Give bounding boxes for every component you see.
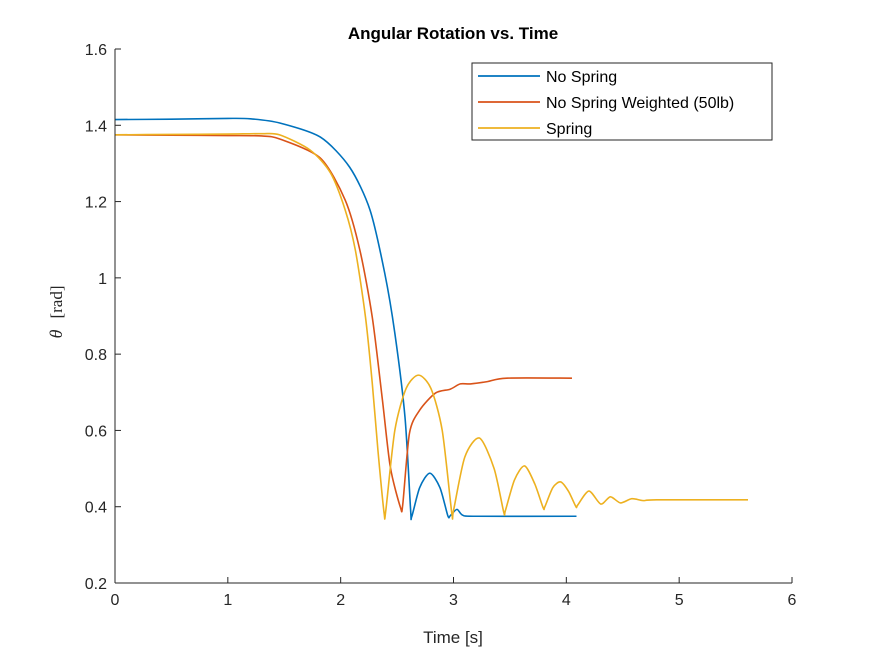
x-tick-label: 4 <box>562 592 571 609</box>
y-tick-label: 1.4 <box>85 118 107 135</box>
series-group <box>114 117 748 521</box>
x-tick-label: 6 <box>788 592 797 609</box>
x-tick-label: 3 <box>449 592 458 609</box>
legend: No Spring No Spring Weighted (50lb) Spring <box>471 62 773 141</box>
y-tick-label: 1 <box>98 271 107 288</box>
y-tick-label: 0.8 <box>85 347 107 364</box>
y-tick-label: 0.2 <box>85 576 107 593</box>
y-axis-label: θ [rad] <box>46 285 66 338</box>
chart-title: Angular Rotation vs. Time <box>348 24 558 43</box>
series-line-spring <box>114 132 748 520</box>
y-axis-unit: [rad] <box>47 285 66 318</box>
x-tick-label: 2 <box>336 592 345 609</box>
legend-label-no-spring: No Spring <box>546 69 617 86</box>
y-tick-label: 1.6 <box>85 42 107 59</box>
legend-label-spring: Spring <box>546 121 592 138</box>
x-axis-label: Time [s] <box>423 628 483 647</box>
series-line-no-spring <box>114 117 577 521</box>
legend-label-no-spring-weighted-50lb: No Spring Weighted (50lb) <box>546 95 734 112</box>
x-tick-label: 5 <box>675 592 684 609</box>
series-line-no-spring-weighted-50lb <box>114 134 572 513</box>
y-axis-symbol: θ <box>46 329 66 338</box>
x-tick-label: 0 <box>111 592 120 609</box>
axes: 0 1 2 3 4 5 6 0.2 0.4 0.6 0.8 1 1.2 1.4 1.6 <box>85 42 797 609</box>
y-tick-label: 0.4 <box>85 500 107 517</box>
y-tick-label: 0.6 <box>85 423 107 440</box>
x-tick-label: 1 <box>223 592 232 609</box>
y-tick-label: 1.2 <box>85 195 107 212</box>
